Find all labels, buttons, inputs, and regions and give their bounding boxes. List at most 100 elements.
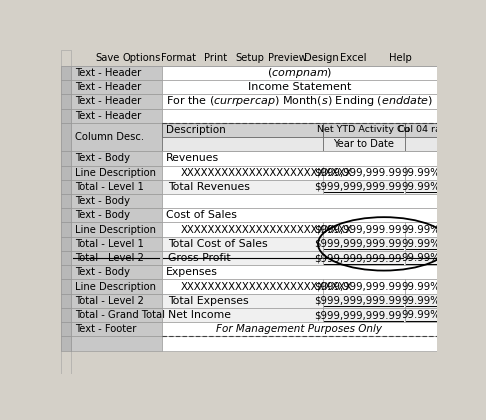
Bar <box>61 165 71 180</box>
Bar <box>323 279 405 294</box>
Bar <box>71 336 161 351</box>
Bar <box>405 137 437 151</box>
Text: $999,999,999.99: $999,999,999.99 <box>314 239 402 249</box>
Bar <box>61 180 71 194</box>
Text: For the $(currper cap)$ Month$(s)$ Ending $(enddate)$: For the $(currper cap)$ Month$(s)$ Endin… <box>166 94 433 108</box>
Text: Revenues: Revenues <box>166 153 219 163</box>
Bar <box>71 265 161 279</box>
Text: 99.99%: 99.99% <box>402 310 440 320</box>
Bar <box>323 165 405 180</box>
Text: $999,999,999.99: $999,999,999.99 <box>314 225 402 235</box>
Bar <box>71 80 161 94</box>
Text: Total - Level 1: Total - Level 1 <box>75 239 143 249</box>
Bar <box>405 123 437 137</box>
Text: Line Description: Line Description <box>75 168 156 178</box>
Text: Total - Level 2: Total - Level 2 <box>75 253 143 263</box>
Bar <box>61 50 71 374</box>
Bar <box>61 294 71 308</box>
Text: $(compnam)$: $(compnam)$ <box>267 66 332 80</box>
Bar <box>161 223 323 237</box>
Bar <box>161 180 323 194</box>
Text: Preview: Preview <box>268 53 307 63</box>
Bar <box>71 66 161 80</box>
Bar <box>161 322 437 336</box>
Text: Net YTD Activity Cu: Net YTD Activity Cu <box>317 126 410 134</box>
Text: Help: Help <box>389 53 412 63</box>
Text: Year to Date: Year to Date <box>333 139 394 149</box>
Text: For Management Purposes Only: For Management Purposes Only <box>216 324 382 334</box>
Bar <box>71 223 161 237</box>
Bar <box>61 80 71 94</box>
Bar <box>61 123 71 151</box>
Bar <box>323 223 405 237</box>
Bar <box>323 308 405 322</box>
Bar <box>161 279 323 294</box>
Text: Line Description: Line Description <box>75 225 156 235</box>
Text: Design: Design <box>304 53 339 63</box>
Bar <box>161 137 323 151</box>
Text: 99.99%: 99.99% <box>402 296 440 306</box>
Bar <box>323 237 405 251</box>
Text: 99.99%: 99.99% <box>402 182 440 192</box>
Bar <box>61 151 71 165</box>
Bar <box>161 108 437 123</box>
Bar <box>405 308 437 322</box>
Text: Cost of Sales: Cost of Sales <box>166 210 237 220</box>
Bar <box>71 279 161 294</box>
Text: $999,999,999.99: $999,999,999.99 <box>314 310 402 320</box>
Bar <box>161 308 323 322</box>
Text: 99.99%: 99.99% <box>402 168 440 178</box>
Text: $999,999,999.99: $999,999,999.99 <box>314 182 402 192</box>
Text: Total - Level 2: Total - Level 2 <box>75 296 143 306</box>
Bar <box>71 151 161 165</box>
Text: $999,999,999.99: $999,999,999.99 <box>314 281 402 291</box>
Bar <box>161 165 323 180</box>
Bar <box>71 180 161 194</box>
Bar <box>323 294 405 308</box>
Bar <box>71 237 161 251</box>
Bar <box>161 208 437 223</box>
Bar <box>71 194 161 208</box>
Text: Text - Header: Text - Header <box>75 110 141 121</box>
Text: Text - Body: Text - Body <box>75 268 130 277</box>
Text: Total Expenses: Total Expenses <box>168 296 248 306</box>
Bar <box>71 322 161 336</box>
Bar <box>323 123 405 137</box>
Bar <box>61 308 71 322</box>
Bar <box>71 294 161 308</box>
Text: 99.99%: 99.99% <box>402 239 440 249</box>
Text: Description: Description <box>166 125 226 135</box>
Text: Text - Header: Text - Header <box>75 82 141 92</box>
Bar <box>61 322 71 336</box>
Bar <box>405 237 437 251</box>
Text: Net Income: Net Income <box>168 310 231 320</box>
Bar <box>161 80 437 94</box>
Text: Text - Header: Text - Header <box>75 97 141 106</box>
Text: Text - Body: Text - Body <box>75 210 130 220</box>
Bar <box>61 251 71 265</box>
Bar <box>61 94 71 108</box>
Text: 99.99%: 99.99% <box>402 253 440 263</box>
Bar <box>71 94 161 108</box>
Bar <box>61 279 71 294</box>
Text: Text - Header: Text - Header <box>75 68 141 78</box>
Bar <box>161 237 323 251</box>
Bar <box>61 265 71 279</box>
Bar <box>61 50 437 66</box>
Bar <box>61 237 71 251</box>
Bar <box>161 294 323 308</box>
Text: Total - Grand Total: Total - Grand Total <box>75 310 165 320</box>
Bar <box>161 336 437 351</box>
Text: XXXXXXXXXXXXXXXXXXXXXXXXX: XXXXXXXXXXXXXXXXXXXXXXXXX <box>181 168 353 178</box>
Bar <box>161 123 323 137</box>
Text: Col 04 rat: Col 04 rat <box>398 126 444 134</box>
Bar <box>71 308 161 322</box>
Bar <box>161 94 437 108</box>
Bar <box>323 180 405 194</box>
Text: 99.99%: 99.99% <box>402 225 440 235</box>
Bar <box>71 208 161 223</box>
Text: Text - Body: Text - Body <box>75 153 130 163</box>
Text: Excel: Excel <box>341 53 367 63</box>
Text: Line Description: Line Description <box>75 281 156 291</box>
Bar <box>71 123 161 151</box>
